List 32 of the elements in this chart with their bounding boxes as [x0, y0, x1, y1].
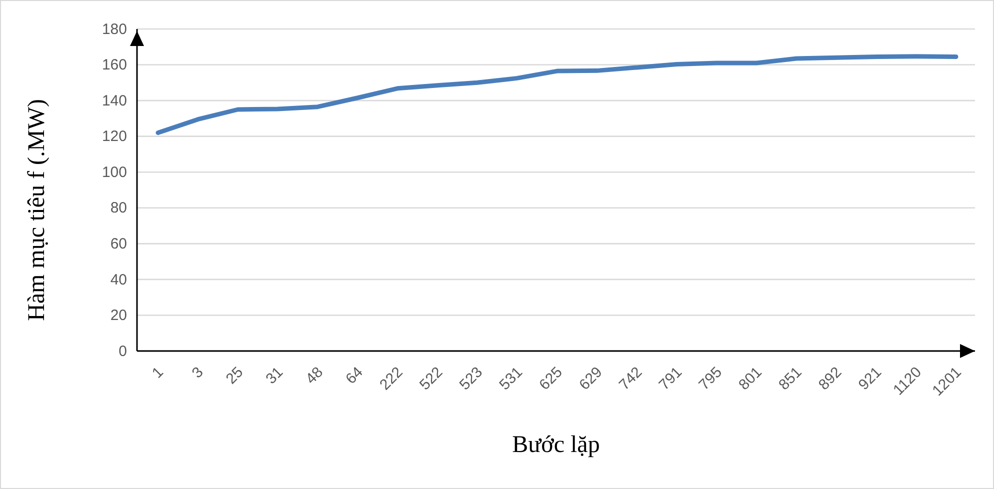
- y-tick-label: 140: [102, 92, 127, 110]
- y-tick-label: 180: [102, 20, 127, 38]
- y-tick-label: 80: [110, 200, 127, 217]
- x-tick-label: 742: [616, 364, 646, 394]
- x-tick-label: 522: [416, 364, 446, 394]
- x-tick-label: 31: [262, 364, 287, 388]
- x-tick-label: 523: [456, 364, 486, 394]
- x-tick-label: 1: [148, 364, 167, 382]
- x-tick-label: 801: [736, 364, 766, 394]
- y-tick-label: 100: [102, 164, 127, 181]
- x-tick-label: 625: [536, 364, 566, 394]
- y-tick-label: 120: [102, 128, 127, 146]
- x-tick-label: 3: [188, 364, 207, 382]
- x-tick-label: 48: [302, 364, 326, 388]
- x-axis-title: Bước lặp: [512, 432, 600, 458]
- y-tick-label: 0: [118, 342, 127, 360]
- x-tick-label: 921: [855, 364, 886, 394]
- x-tick-label: 222: [376, 364, 406, 394]
- x-tick-label: 531: [496, 364, 526, 394]
- y-tick-label: 160: [102, 56, 127, 74]
- x-tick-label: 892: [815, 364, 846, 394]
- y-axis-title: Hàm mục tiêu f (.MW): [24, 99, 50, 321]
- x-tick-label: 25: [222, 364, 247, 388]
- y-tick-label: 60: [110, 235, 127, 252]
- x-tick-label: 64: [342, 364, 366, 388]
- line-series: [156, 54, 958, 136]
- x-tick-label: 629: [576, 364, 606, 394]
- y-tick-label: 20: [110, 307, 127, 324]
- y-tick-label: 40: [110, 271, 127, 288]
- x-tick-label: 795: [696, 364, 726, 394]
- x-tick-label: 791: [656, 364, 686, 394]
- x-tick-label: 851: [776, 364, 806, 394]
